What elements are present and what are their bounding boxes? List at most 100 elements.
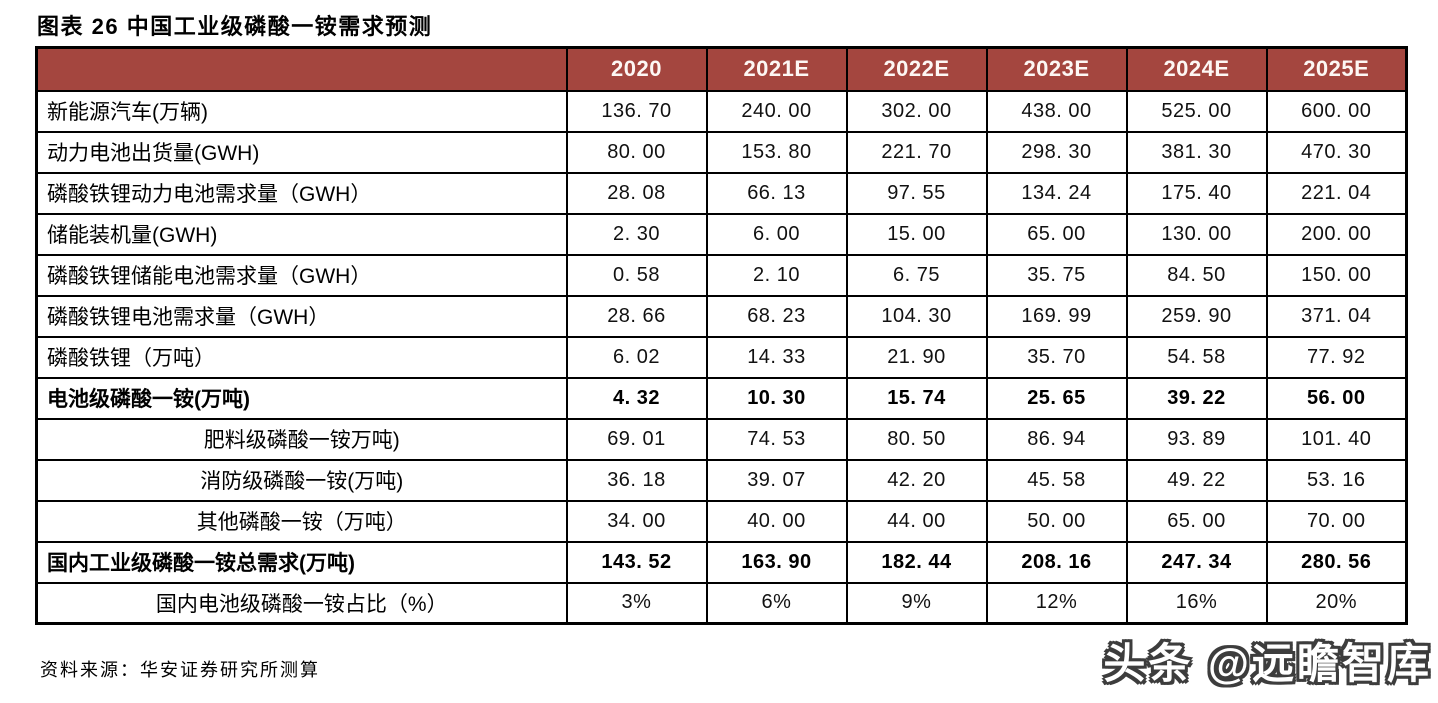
- value-cell: 134. 24: [985, 171, 1128, 215]
- value-cell: 80. 50: [845, 417, 988, 461]
- header-cell-2021e: 2021E: [705, 46, 848, 92]
- value-cell: 39. 22: [1125, 376, 1268, 420]
- value-cell: 259. 90: [1125, 294, 1268, 338]
- value-cell: 208. 16: [985, 540, 1128, 584]
- value-cell: 0. 58: [565, 253, 708, 297]
- row-label: 磷酸铁锂（万吨）: [35, 335, 568, 379]
- value-cell: 68. 23: [705, 294, 848, 338]
- value-cell: 136. 70: [565, 89, 708, 133]
- value-cell: 143. 52: [565, 540, 708, 584]
- value-cell: 153. 80: [705, 130, 848, 174]
- value-cell: 15. 74: [845, 376, 988, 420]
- value-cell: 600. 00: [1265, 89, 1408, 133]
- value-cell: 470. 30: [1265, 130, 1408, 174]
- row-label: 储能装机量(GWH): [35, 212, 568, 256]
- value-cell: 240. 00: [705, 89, 848, 133]
- header-cell-2020: 2020: [565, 46, 708, 92]
- value-cell: 65. 00: [985, 212, 1128, 256]
- value-cell: 247. 34: [1125, 540, 1268, 584]
- value-cell: 54. 58: [1125, 335, 1268, 379]
- value-cell: 42. 20: [845, 458, 988, 502]
- value-cell: 49. 22: [1125, 458, 1268, 502]
- value-cell: 10. 30: [705, 376, 848, 420]
- value-cell: 25. 65: [985, 376, 1128, 420]
- value-cell: 65. 00: [1125, 499, 1268, 543]
- row-label: 电池级磷酸一铵(万吨): [35, 376, 568, 420]
- row-label: 磷酸铁锂电池需求量（GWH）: [35, 294, 568, 338]
- value-cell: 221. 70: [845, 130, 988, 174]
- value-cell: 14. 33: [705, 335, 848, 379]
- value-cell: 56. 00: [1265, 376, 1408, 420]
- row-label: 国内工业级磷酸一铵总需求(万吨): [35, 540, 568, 584]
- header-cell-blank: [35, 46, 568, 92]
- value-cell: 302. 00: [845, 89, 988, 133]
- value-cell: 28. 08: [565, 171, 708, 215]
- table-header-row: 2020 2021E 2022E 2023E 2024E 2025E: [35, 46, 1408, 92]
- row-label: 其他磷酸一铵（万吨）: [35, 499, 568, 543]
- table-row: 磷酸铁锂储能电池需求量（GWH） 0. 58 2. 10 6. 75 35. 7…: [35, 253, 1408, 297]
- value-cell: 6. 75: [845, 253, 988, 297]
- header-cell-2023e: 2023E: [985, 46, 1128, 92]
- value-cell: 77. 92: [1265, 335, 1408, 379]
- table-row: 新能源汽车(万辆) 136. 70 240. 00 302. 00 438. 0…: [35, 89, 1408, 133]
- value-cell: 221. 04: [1265, 171, 1408, 215]
- table-row-total-demand: 国内工业级磷酸一铵总需求(万吨) 143. 52 163. 90 182. 44…: [35, 540, 1408, 584]
- row-label: 消防级磷酸一铵(万吨): [35, 458, 568, 502]
- row-label: 新能源汽车(万辆): [35, 89, 568, 133]
- value-cell: 2. 10: [705, 253, 848, 297]
- value-cell: 438. 00: [985, 89, 1128, 133]
- value-cell: 169. 99: [985, 294, 1128, 338]
- row-label: 国内电池级磷酸一铵占比（%）: [35, 581, 568, 625]
- table-row-battery-grade-map: 电池级磷酸一铵(万吨) 4. 32 10. 30 15. 74 25. 65 3…: [35, 376, 1408, 420]
- table-row: 其他磷酸一铵（万吨） 34. 00 40. 00 44. 00 50. 00 6…: [35, 499, 1408, 543]
- value-cell: 45. 58: [985, 458, 1128, 502]
- value-cell: 39. 07: [705, 458, 848, 502]
- value-cell: 74. 53: [705, 417, 848, 461]
- value-cell: 9%: [845, 581, 988, 625]
- value-cell: 53. 16: [1265, 458, 1408, 502]
- value-cell: 381. 30: [1125, 130, 1268, 174]
- value-cell: 70. 00: [1265, 499, 1408, 543]
- value-cell: 35. 70: [985, 335, 1128, 379]
- value-cell: 16%: [1125, 581, 1268, 625]
- figure-title: 图表 26 中国工业级磷酸一铵需求预测: [37, 14, 433, 39]
- value-cell: 44. 00: [845, 499, 988, 543]
- table-row: 磷酸铁锂电池需求量（GWH） 28. 66 68. 23 104. 30 169…: [35, 294, 1408, 338]
- value-cell: 298. 30: [985, 130, 1128, 174]
- table-row-battery-share: 国内电池级磷酸一铵占比（%） 3% 6% 9% 12% 16% 20%: [35, 581, 1408, 625]
- value-cell: 84. 50: [1125, 253, 1268, 297]
- value-cell: 6. 00: [705, 212, 848, 256]
- value-cell: 6. 02: [565, 335, 708, 379]
- value-cell: 163. 90: [705, 540, 848, 584]
- value-cell: 101. 40: [1265, 417, 1408, 461]
- row-label: 肥料级磷酸一铵万吨): [35, 417, 568, 461]
- value-cell: 66. 13: [705, 171, 848, 215]
- table-row: 肥料级磷酸一铵万吨) 69. 01 74. 53 80. 50 86. 94 9…: [35, 417, 1408, 461]
- value-cell: 130. 00: [1125, 212, 1268, 256]
- value-cell: 525. 00: [1125, 89, 1268, 133]
- header-cell-2025e: 2025E: [1265, 46, 1408, 92]
- demand-forecast-table: 2020 2021E 2022E 2023E 2024E 2025E 新能源汽车…: [35, 46, 1408, 625]
- value-cell: 36. 18: [565, 458, 708, 502]
- value-cell: 104. 30: [845, 294, 988, 338]
- value-cell: 34. 00: [565, 499, 708, 543]
- value-cell: 21. 90: [845, 335, 988, 379]
- header-cell-2024e: 2024E: [1125, 46, 1268, 92]
- row-label: 动力电池出货量(GWH): [35, 130, 568, 174]
- value-cell: 280. 56: [1265, 540, 1408, 584]
- value-cell: 80. 00: [565, 130, 708, 174]
- value-cell: 20%: [1265, 581, 1408, 625]
- table-row: 消防级磷酸一铵(万吨) 36. 18 39. 07 42. 20 45. 58 …: [35, 458, 1408, 502]
- table-row: 磷酸铁锂动力电池需求量（GWH） 28. 08 66. 13 97. 55 13…: [35, 171, 1408, 215]
- header-cell-2022e: 2022E: [845, 46, 988, 92]
- value-cell: 150. 00: [1265, 253, 1408, 297]
- value-cell: 6%: [705, 581, 848, 625]
- table-row: 磷酸铁锂（万吨） 6. 02 14. 33 21. 90 35. 70 54. …: [35, 335, 1408, 379]
- value-cell: 93. 89: [1125, 417, 1268, 461]
- value-cell: 40. 00: [705, 499, 848, 543]
- value-cell: 182. 44: [845, 540, 988, 584]
- value-cell: 4. 32: [565, 376, 708, 420]
- table-row: 动力电池出货量(GWH) 80. 00 153. 80 221. 70 298.…: [35, 130, 1408, 174]
- value-cell: 28. 66: [565, 294, 708, 338]
- watermark: 头条 @远瞻智库: [1103, 640, 1432, 687]
